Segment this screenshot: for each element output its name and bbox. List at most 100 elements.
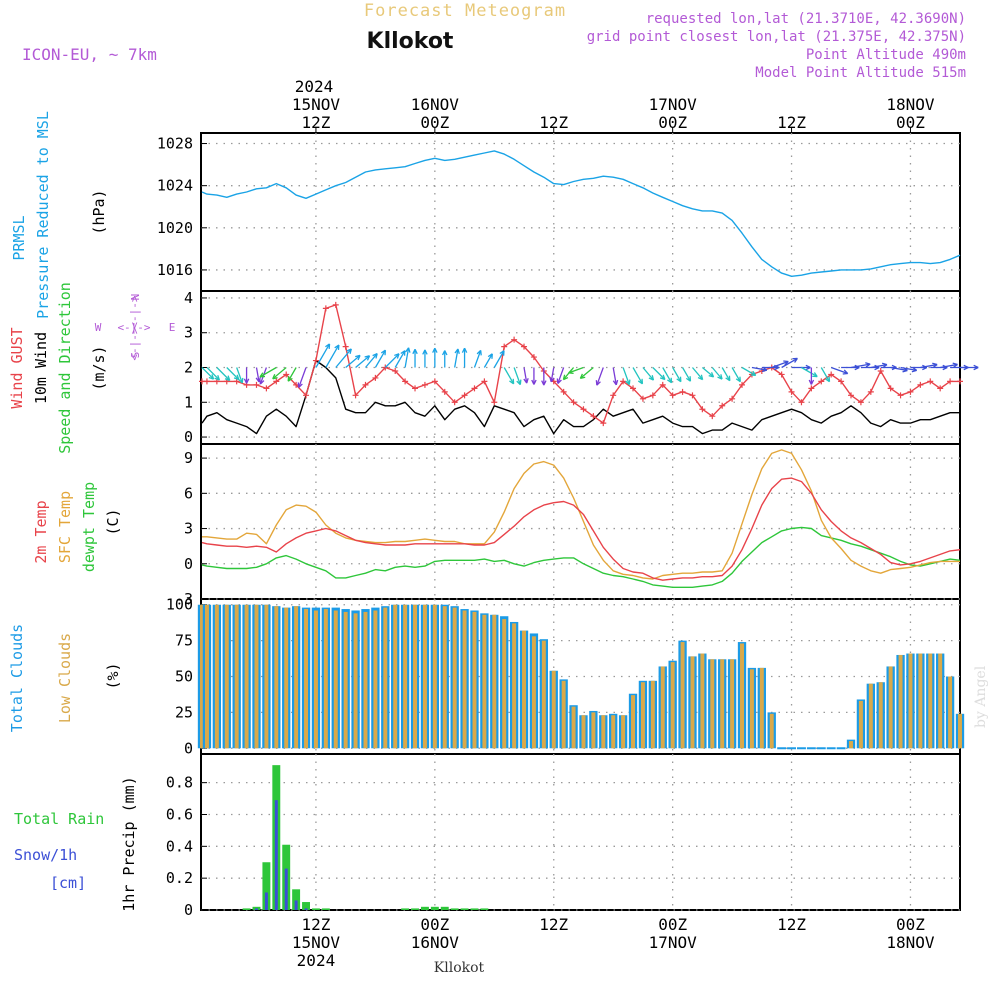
- wind-arrow-head: [685, 376, 692, 382]
- gust-marker: [322, 305, 329, 312]
- wind-arrow: [579, 367, 594, 380]
- bottom-hour-label: 12Z: [539, 915, 568, 934]
- wind-arrow-head: [243, 378, 250, 384]
- wind-arrow-shaft: [454, 348, 459, 368]
- wind-arrow: [701, 367, 715, 378]
- y-tick-label-pressure: 1016: [157, 261, 193, 279]
- top-hour-label: 12Z: [777, 113, 806, 132]
- wind-arrow-head: [750, 370, 757, 377]
- y-tick-label-temperature: 3: [184, 520, 193, 538]
- compass-south: S: [129, 352, 142, 359]
- wind-arrow: [721, 367, 731, 382]
- low-cloud-bar: [512, 623, 517, 749]
- wind-arrow: [272, 367, 287, 380]
- wind-arrow: [940, 362, 958, 369]
- wind-arrow: [503, 367, 515, 385]
- wind-arrow-head: [865, 362, 871, 368]
- point-altitude: Point Altitude 490m: [806, 47, 966, 63]
- wind-arrow-shaft: [632, 367, 643, 385]
- footer-location: Kllokot: [434, 960, 485, 976]
- wind-arrow: [771, 360, 789, 369]
- wind-arrow-head: [725, 375, 731, 382]
- gust-marker: [857, 399, 864, 406]
- wind-arrow-shaft: [801, 366, 818, 378]
- wind-arrow-shaft: [384, 353, 400, 368]
- wind-arrow: [206, 367, 221, 381]
- wind-arrow-head: [346, 348, 352, 354]
- snow-bar: [255, 908, 258, 910]
- y-tick-label-precip: 0.8: [166, 774, 193, 792]
- low-cloud-bar: [948, 676, 953, 749]
- gust-marker: [461, 392, 468, 399]
- low-cloud-bar: [551, 670, 556, 749]
- gust-marker: [808, 385, 815, 392]
- y-tick-label-wind: 4: [184, 289, 193, 307]
- bottom-date-label: 16NOV: [411, 933, 460, 952]
- wind-arrow-head: [667, 377, 673, 384]
- wind-arrow: [612, 367, 619, 386]
- cloud-labels: Total Clouds Low Clouds (%): [8, 624, 122, 732]
- top-hour-label: 12Z: [301, 113, 330, 132]
- wind-arrow: [556, 367, 565, 384]
- wind-arrow-head: [412, 349, 418, 355]
- wind-arrow-head: [208, 374, 215, 380]
- wind-arrow: [930, 364, 948, 371]
- wind-arrow-head: [562, 374, 569, 381]
- wind-arrow: [441, 350, 448, 368]
- wind-arrow: [672, 367, 682, 383]
- y-tick-label-pressure: 1024: [157, 177, 193, 195]
- wind-arrow-head: [380, 349, 387, 356]
- gust-marker: [709, 413, 716, 420]
- wind-arrow: [384, 353, 400, 368]
- wind-arrow-head: [808, 379, 815, 385]
- snow-bar: [294, 900, 298, 910]
- low-cloud-bar: [700, 653, 705, 749]
- low-cloud-bar: [591, 712, 596, 749]
- gust-marker: [947, 378, 954, 385]
- low-cloud-bar: [214, 604, 219, 749]
- rain-bar: [420, 906, 429, 910]
- wind-arrow-head: [297, 382, 303, 388]
- gust-marker: [392, 367, 399, 374]
- wind-arrow-shaft: [691, 367, 704, 381]
- wind-arrow-head: [432, 347, 438, 353]
- wind-arrow-shaft: [820, 367, 831, 383]
- wind-arrow-shaft: [216, 367, 231, 381]
- low-cloud-bar: [323, 609, 328, 749]
- gust-marker: [382, 364, 389, 371]
- gust-marker: [917, 381, 924, 388]
- wind-arrow-head: [523, 378, 529, 384]
- wind-arrow: [216, 367, 231, 381]
- wind-arrow-head: [676, 376, 682, 383]
- gust-marker: [402, 378, 409, 385]
- wind-arrow: [820, 367, 831, 383]
- rain-bar: [242, 908, 251, 910]
- wind-arrow: [345, 354, 361, 368]
- data-marks: [197, 150, 979, 910]
- sfc-temp-line: [202, 449, 960, 580]
- precip-unit: 1hr Precip (mm): [120, 776, 138, 911]
- low-cloud-bar: [442, 606, 447, 749]
- compass-rose: N <-|-> W <-|-> E <-|-> S: [95, 294, 176, 361]
- panel-frame-pressure: [200, 132, 961, 292]
- wind-arrow: [549, 367, 555, 383]
- wind-arrow-head: [454, 348, 460, 354]
- low-cloud-bar: [908, 653, 913, 749]
- low-cloud-bar: [502, 619, 507, 749]
- wind-arrow-shaft: [236, 367, 243, 384]
- gust-marker: [699, 406, 706, 413]
- precip-label-cm: [cm]: [50, 874, 86, 892]
- wind-arrow: [960, 364, 979, 371]
- gust-marker: [273, 378, 280, 385]
- y-tick-label-wind: 2: [184, 359, 193, 377]
- wind-arrow: [243, 367, 250, 384]
- wind-arrow-shaft: [741, 366, 757, 376]
- wind-arrow-head: [233, 374, 240, 381]
- wind-speed-line: [201, 359, 960, 435]
- gust-marker: [580, 406, 587, 413]
- wind-arrow-head: [499, 350, 505, 356]
- wind-arrow-head: [541, 380, 547, 386]
- top-hour-label: 12Z: [539, 113, 568, 132]
- precip-labels: Total Rain Snow/1h [cm] 1hr Precip (mm): [14, 776, 138, 911]
- credit-label: by Angel: [973, 665, 989, 728]
